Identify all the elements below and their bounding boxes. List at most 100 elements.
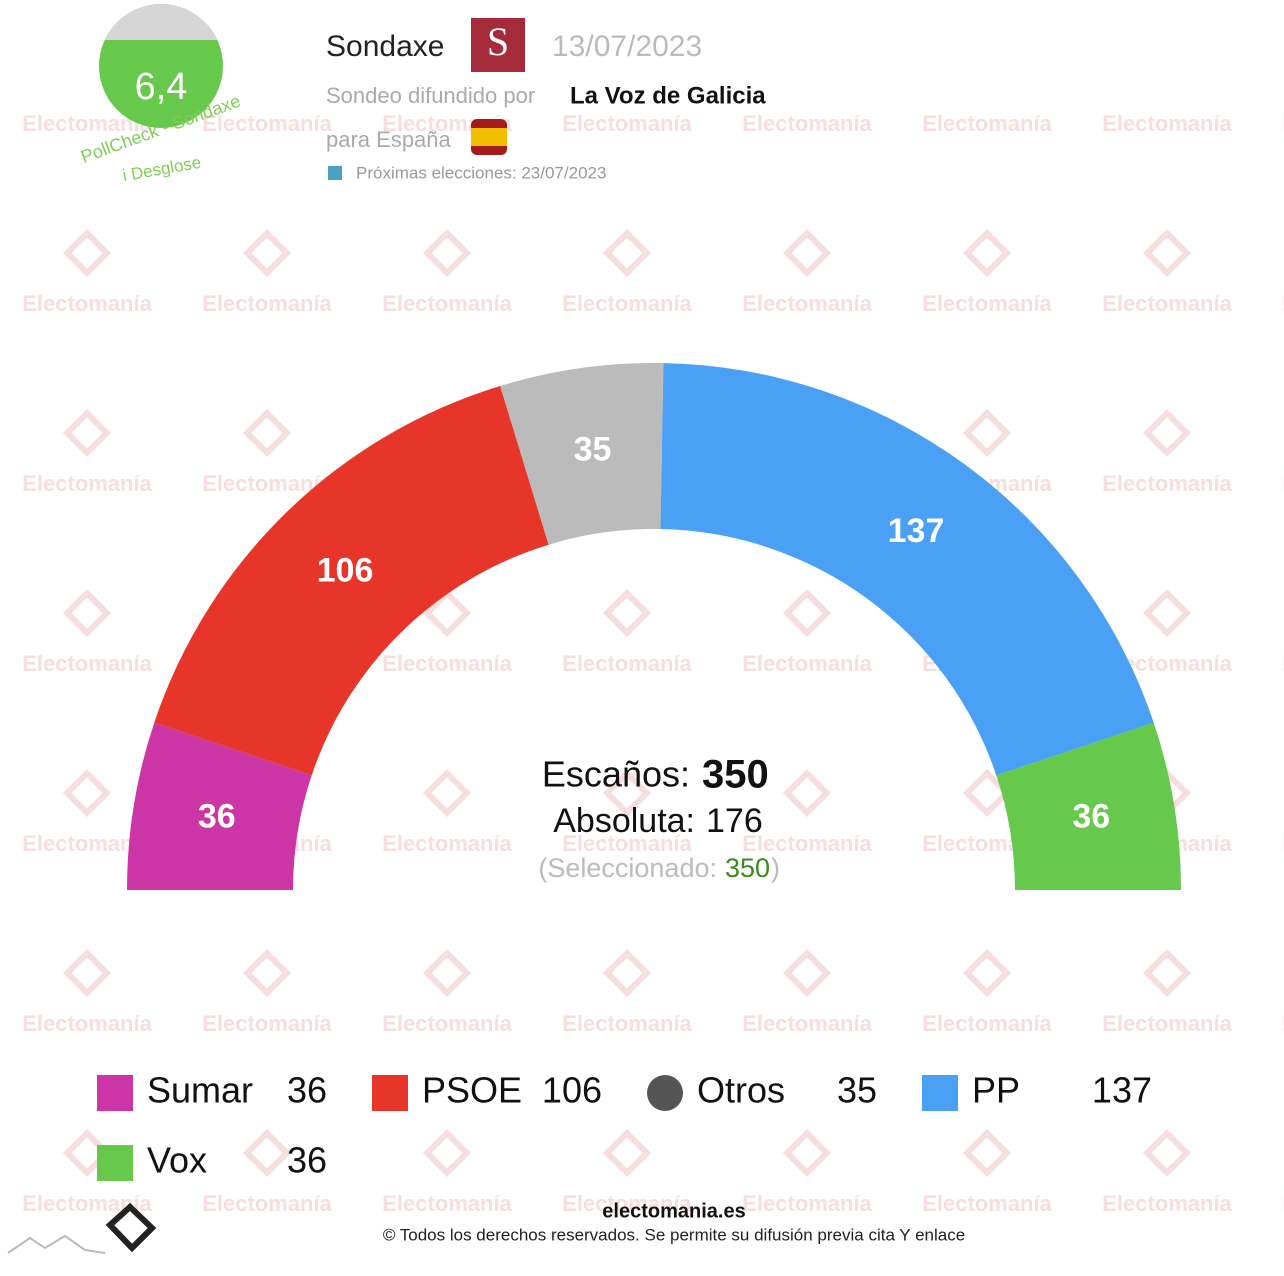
legend-name: Sumar <box>147 1070 253 1111</box>
watermark-text: Electomanía <box>22 291 152 316</box>
watermark-icon <box>1142 228 1192 278</box>
watermark-text: Electomanía <box>742 651 872 676</box>
watermark-text: Electomanía <box>742 1191 872 1216</box>
watermark-icon <box>422 768 472 818</box>
flag <box>471 119 507 155</box>
watermark-text: Electomanía <box>1282 291 1284 316</box>
watermark-icon <box>422 588 472 638</box>
watermark-text: Electomanía <box>742 111 872 136</box>
watermark-icon <box>62 408 112 458</box>
selected-close: ) <box>771 853 780 883</box>
copyright: © Todos los derechos reservados. Se perm… <box>383 1225 965 1244</box>
seats-label: Escaños: <box>542 754 690 795</box>
watermark-text: Electomanía <box>742 831 872 856</box>
seat-segment <box>500 363 664 545</box>
seats: 350 <box>702 753 769 797</box>
watermark-icon <box>782 768 832 818</box>
watermark-text: Electomanía <box>742 291 872 316</box>
watermark-icon <box>602 1128 652 1178</box>
seat-segment <box>660 363 1154 776</box>
watermark-icon <box>962 228 1012 278</box>
watermark-icon <box>62 228 112 278</box>
scope: para España <box>326 127 452 152</box>
watermark-icon <box>782 1128 832 1178</box>
watermark-text: Electomanía <box>202 1011 332 1036</box>
seat-segment <box>127 722 312 890</box>
legend-name: Otros <box>697 1070 785 1111</box>
watermark-icon <box>1142 948 1192 998</box>
footer-graph <box>7 1234 106 1254</box>
seat-label: 36 <box>198 798 236 836</box>
seat-label: 36 <box>1072 798 1110 836</box>
legend-value: 137 <box>1092 1070 1152 1111</box>
watermark-icon <box>242 1128 292 1178</box>
watermark-icon <box>62 588 112 638</box>
watermark-icon <box>62 1128 112 1178</box>
seat-label: 137 <box>888 512 945 550</box>
watermark-text: Electomanía <box>22 651 152 676</box>
breakdown-link[interactable]: i Desglose <box>121 153 202 185</box>
watermark-text: Electomanía <box>1102 111 1232 136</box>
legend-name: Vox <box>147 1140 207 1181</box>
watermark-text: Electomanía <box>1282 831 1284 856</box>
watermark-text: Electomanía <box>1282 471 1284 496</box>
legend-icon <box>372 1075 408 1111</box>
watermark-text: Electomanía <box>1102 291 1232 316</box>
watermark-text: Electomanía <box>202 1191 332 1216</box>
watermark-icon <box>962 408 1012 458</box>
watermark-text: Electomanía <box>1282 651 1284 676</box>
watermark-icon <box>782 948 832 998</box>
watermark-text: Electomanía <box>382 291 512 316</box>
watermark-icon <box>422 228 472 278</box>
watermark-icon <box>602 948 652 998</box>
watermark-text: Electomanía <box>202 291 332 316</box>
seat-label: 35 <box>574 430 612 468</box>
watermark-text: Electomanía <box>202 111 332 136</box>
watermark-text: Electomanía <box>562 1011 692 1036</box>
watermark-icon <box>422 1128 472 1178</box>
legend-icon <box>922 1075 958 1111</box>
watermark-text: Electomanía <box>382 651 512 676</box>
watermark-icon <box>782 228 832 278</box>
pollster-logo-glyph: S <box>487 19 509 64</box>
watermark-icon <box>962 768 1012 818</box>
watermark-text: Electomanía <box>22 471 152 496</box>
watermark-icon <box>62 948 112 998</box>
watermark-text: Electomanía <box>382 1191 512 1216</box>
watermark-text: Electomanía <box>1282 1011 1284 1036</box>
site[interactable]: electomania.es <box>602 1200 745 1222</box>
seat-segment <box>996 722 1181 890</box>
legend-icon <box>97 1075 133 1111</box>
watermark-text: Electomanía <box>22 1011 152 1036</box>
watermark-text: Electomanía <box>1102 1191 1232 1216</box>
score: 6,4 <box>135 66 188 108</box>
watermark-icon <box>962 1128 1012 1178</box>
selected-label: (Seleccionado: <box>538 853 717 883</box>
legend-value: 36 <box>287 1140 327 1181</box>
watermark-text: Electomanía <box>922 111 1052 136</box>
watermark-icon <box>1142 1128 1192 1178</box>
watermark-icon <box>242 948 292 998</box>
seat-label: 106 <box>317 552 374 590</box>
legend: Sumar 36 PSOE 106 Otros 35 PP 137 Vox 36 <box>97 1070 1152 1181</box>
watermark-text: Electomanía <box>1102 1011 1232 1036</box>
watermark-icon <box>602 588 652 638</box>
legend-value: 106 <box>542 1070 602 1111</box>
watermark-icon <box>422 948 472 998</box>
legend-value: 36 <box>287 1070 327 1111</box>
watermark-text: Electomanía <box>742 1011 872 1036</box>
watermark-text: Electomanía <box>922 1011 1052 1036</box>
watermark-text: Electomanía <box>382 831 512 856</box>
legend-value: 35 <box>837 1070 877 1111</box>
watermark-text: Electomanía <box>1282 1191 1284 1216</box>
ballot-icon <box>328 166 342 180</box>
published-by-label: Sondeo difundido por <box>326 83 535 108</box>
next-elections: Próximas elecciones: 23/07/2023 <box>356 163 606 182</box>
watermark-text: Electomanía <box>1282 111 1284 136</box>
legend-icon <box>647 1075 683 1111</box>
watermark-icon <box>62 768 112 818</box>
majority-label: Absoluta: <box>553 802 695 840</box>
watermark-icon <box>1142 408 1192 458</box>
watermark-icon <box>1142 588 1192 638</box>
selected: 350 <box>725 853 770 883</box>
